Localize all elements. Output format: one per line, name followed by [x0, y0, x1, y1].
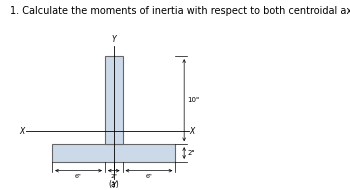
Text: 1. Calculate the moments of inertia with respect to both centroidal axes for the: 1. Calculate the moments of inertia with…: [10, 6, 350, 16]
Text: Y: Y: [111, 35, 116, 44]
Text: Y: Y: [111, 181, 116, 190]
Text: 6": 6": [146, 174, 152, 179]
Bar: [52, 144, 175, 162]
Text: 10": 10": [188, 97, 200, 103]
Text: 2": 2": [110, 174, 117, 179]
Text: 6": 6": [75, 174, 82, 179]
Bar: [105, 56, 122, 144]
Text: (a): (a): [108, 180, 119, 189]
Text: X: X: [20, 127, 25, 135]
Text: 2": 2": [188, 150, 195, 156]
Text: X: X: [189, 127, 195, 135]
